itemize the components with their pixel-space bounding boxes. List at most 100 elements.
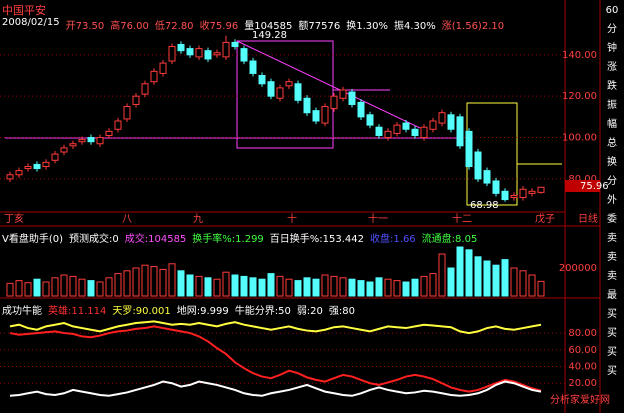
candle-body [60,147,68,153]
sidebar-label: 幅 [607,117,617,130]
y-tick-label: 120.00 [562,91,597,102]
indicator-line [9,320,542,335]
volume-bar [420,275,428,297]
indicator-line [9,380,542,397]
indicator-field: 成功牛能 [2,306,42,317]
sidebar-label: 卖 [607,270,617,282]
volume-bar [78,278,86,297]
indicator-line [9,325,542,393]
volume-bar [537,280,545,297]
candle-body [258,75,266,85]
indicator-field: 牛能分界:50 [234,306,291,317]
x-label: 九 [193,213,203,225]
volume-bar [465,249,473,297]
drawn-box [236,40,334,149]
quote-field: 收75.96 [199,21,239,32]
indicator-field: 英雄:11.114 [48,306,107,317]
candle-body [195,48,203,58]
candle-body [492,180,500,194]
volume-bar [267,273,275,297]
indicator-field: V看盘助手(0) [2,234,64,245]
quote-header: 2008/02/15 开73.50 高76.00 低72.80 收75.96 量10458… [2,17,504,32]
indicator-field: 百日换手%:153.442 [269,234,365,245]
quote-field: 换1.30% [346,21,388,32]
volume-bar [519,270,527,297]
quote-field: 2008/02/15 [2,17,60,28]
volume-bar [447,267,455,297]
volume-bar [429,273,437,297]
candle-body [78,139,86,143]
candle-body [348,91,356,105]
candle-body [105,130,113,136]
candle-body [339,89,347,99]
candle-body [240,48,248,62]
x-label: 丁亥 [4,212,24,225]
candle-body [87,137,95,143]
candle-body [384,130,392,139]
volume-bar [213,278,221,297]
candle-body [528,190,536,194]
volume-bar [357,280,365,297]
volume-bar [168,263,176,297]
quote-field: 振4.30% [393,21,436,32]
sidebar-label: 买 [607,327,617,339]
volume-bar [150,266,158,297]
candle-body [393,124,401,134]
volume-bar [132,267,140,297]
candle-body [114,120,122,130]
candle-body [321,106,329,124]
sidebar-label: 涨 [607,61,617,73]
candle-body [294,83,302,101]
sidebar-label: 总 [607,136,617,149]
volume-bar [276,275,284,297]
candle-body [276,87,284,99]
y-tick-label: 20.00 [568,378,597,389]
volume-bar [348,278,356,297]
candle-body [375,126,383,136]
candle-body [429,120,437,130]
y-tick-label: 40.00 [568,362,597,373]
volume-bar [51,277,59,297]
candle-body [15,170,23,176]
indicator-field: 地网:9.999 [176,306,229,317]
indicator-field: 预测成交:0 [69,234,119,245]
volume-bar [321,274,329,297]
candle-body [141,83,149,95]
volume-bar [60,274,68,297]
volume-bar [69,275,77,297]
indicator-field: 收盘:1.66 [370,234,416,245]
candle-body [483,170,491,184]
y-tick-label: 80.00 [568,328,597,339]
candle-body [249,60,257,74]
volume-bar [294,280,302,297]
price-annotation: 75.96 [580,181,609,192]
volume-bar [492,264,500,297]
candle-body [330,95,338,110]
candle-body [132,95,140,105]
candle-body [312,110,320,122]
volume-bar [528,274,536,297]
candle-body [456,116,464,147]
candle-body [231,41,239,48]
volume-bar [483,260,491,297]
volume-bar [258,278,266,297]
candle-body [186,48,194,56]
candle-body [24,166,32,170]
volume-bar [42,281,50,297]
price-annotation: 68.98 [470,200,499,211]
stock-name: 中国平安 [2,4,46,17]
candle-body [51,153,59,161]
sidebar-label: 钟 [607,41,617,54]
volume-bar [510,267,518,297]
sidebar-label: 最 [607,289,617,301]
y-tick-label: 200000 [559,263,597,274]
volume-bar [456,246,464,297]
volume-bar [312,278,320,297]
candle-body [267,81,275,97]
volume-bar [204,277,212,297]
indicator-field: 弱:20 [296,306,323,317]
sidebar-label: 换 [607,155,617,168]
footer-logo: 分析家爱好网 [550,393,610,406]
candle-body [168,46,176,62]
